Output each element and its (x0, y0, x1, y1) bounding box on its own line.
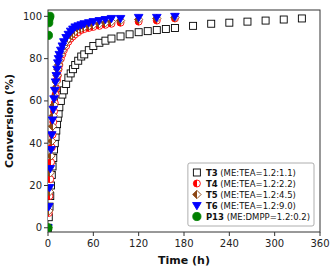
y-tick-label: 0 (36, 222, 42, 233)
x-tick (320, 232, 321, 236)
y-tick-label: 60 (29, 95, 42, 106)
legend-symbol (193, 180, 200, 187)
point (48, 224, 52, 231)
y-axis-label: Conversion (%) (3, 74, 16, 168)
point (171, 13, 180, 20)
point (48, 12, 54, 20)
point (298, 15, 305, 22)
x-tick (48, 232, 49, 236)
x-tick-label: 360 (310, 238, 329, 249)
point (48, 132, 56, 139)
series (48, 15, 178, 231)
point (190, 22, 197, 29)
legend-label: T4 (ME:TEA=1.2:2.2) (206, 179, 296, 189)
point (48, 31, 52, 39)
point (144, 28, 151, 35)
point (280, 16, 287, 23)
point (162, 26, 169, 33)
chart: 0 60 120 180 240 300 360 0 20 40 60 80 100 Time (h) Co… (0, 0, 330, 272)
legend-symbol (193, 169, 200, 176)
x-tick-label: 60 (87, 238, 100, 249)
series (48, 13, 179, 232)
point (135, 29, 142, 36)
point (51, 79, 60, 86)
x-tick (138, 232, 139, 236)
point (48, 185, 54, 192)
plot-frame (48, 10, 320, 232)
x-tick (184, 232, 185, 236)
x-tick (229, 232, 230, 236)
point (48, 166, 55, 173)
x-tick-label: 180 (174, 238, 193, 249)
x-tick-label: 0 (45, 238, 51, 249)
series (48, 13, 179, 232)
point (126, 31, 133, 38)
y-tick-label: 80 (29, 53, 42, 64)
y-tick (44, 143, 48, 144)
point (53, 66, 62, 73)
point (171, 24, 178, 31)
marks (48, 12, 305, 232)
point (134, 14, 143, 21)
point (134, 15, 142, 23)
point (52, 73, 61, 80)
series (48, 12, 54, 232)
point (48, 117, 57, 124)
y-tick-label: 100 (23, 11, 42, 22)
x-tick (93, 232, 94, 236)
point (226, 19, 233, 26)
point (107, 15, 116, 22)
point (116, 16, 124, 24)
point (171, 13, 179, 21)
legend-label: T3 (ME:TEA=1.2:1.1) (206, 168, 296, 178)
legend-box (188, 163, 314, 226)
y-tick-label: 40 (29, 138, 42, 149)
point (208, 20, 215, 27)
point (153, 27, 160, 34)
y-tick (44, 185, 48, 186)
x-tick-label: 300 (265, 238, 284, 249)
y-tick (44, 16, 48, 17)
point (51, 87, 60, 94)
y-tick (44, 227, 48, 228)
legend-symbol (193, 212, 201, 220)
legend-symbol (193, 202, 202, 209)
point (262, 17, 269, 24)
y-tick (44, 100, 48, 101)
legend-label: T6 (ME:TEA=1.2:9.0) (206, 201, 296, 211)
point (50, 96, 59, 103)
series (48, 15, 305, 231)
point (48, 204, 53, 211)
point (49, 106, 58, 113)
y-tick-label: 20 (29, 180, 42, 191)
legend-label: P13 (ME:DMPP=1.2:0.2) (206, 212, 310, 222)
legend: T3 (ME:TEA=1.2:1.1)T4 (ME:TEA=1.2:2.2)T5… (188, 163, 314, 226)
point (48, 224, 52, 232)
point (117, 33, 124, 40)
point (244, 18, 251, 25)
legend-label: T5 (ME:TEA=1.2:4.5) (206, 190, 296, 200)
point (48, 147, 55, 154)
point (48, 224, 52, 231)
point (153, 14, 162, 21)
legend-symbol (193, 190, 201, 198)
point (48, 224, 52, 232)
x-tick (274, 232, 275, 236)
point (108, 35, 115, 42)
x-tick-label: 120 (129, 238, 148, 249)
y-tick (44, 58, 48, 59)
x-axis-label: Time (h) (158, 254, 210, 267)
x-tick-label: 240 (220, 238, 239, 249)
point (116, 15, 125, 22)
point (153, 14, 161, 22)
